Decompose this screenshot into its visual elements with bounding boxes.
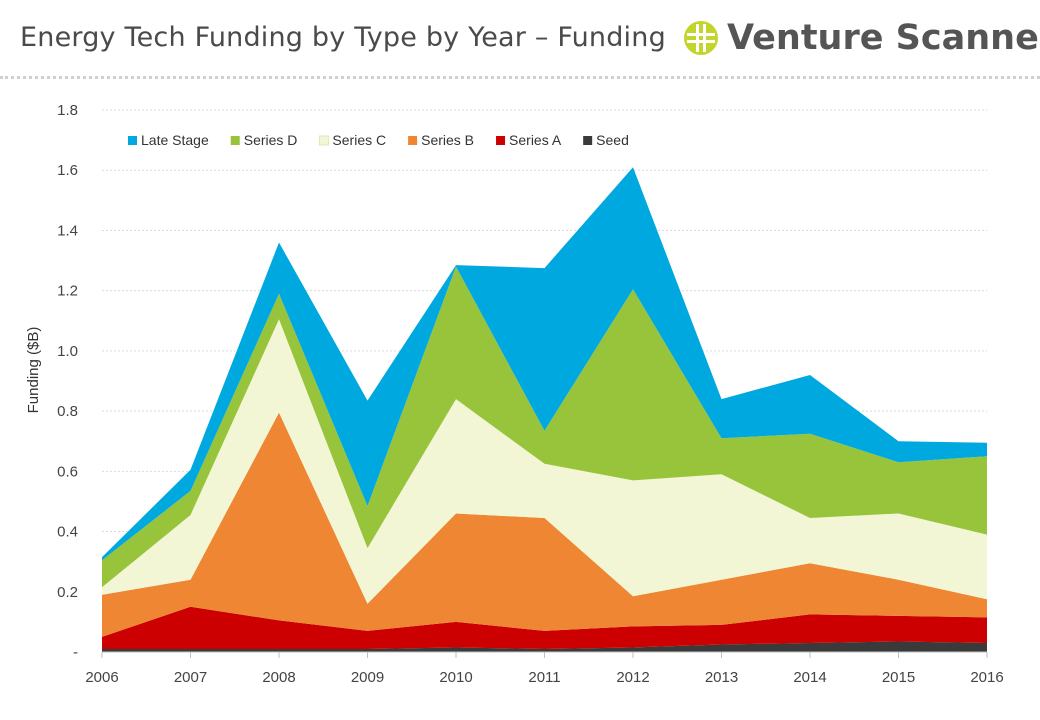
legend-label: Series A: [509, 132, 562, 148]
legend-swatch: [496, 136, 506, 145]
legend-swatch: [583, 136, 593, 145]
x-tick-label: 2015: [882, 669, 915, 686]
venture-scanner-logo-icon: [684, 21, 718, 55]
legend-label: Late Stage: [141, 132, 209, 148]
y-tick-label: -: [73, 644, 78, 661]
x-tick-label: 2012: [616, 669, 649, 686]
axes: - 0.2 0.4 0.6 0.8 1.0 1.2 1.4 1.6 1.8 2006 2007 2008…: [57, 102, 1004, 686]
legend-label: Series D: [244, 132, 298, 148]
stacked-area-chart: - 0.2 0.4 0.6 0.8 1.0 1.2 1.4 1.6 1.8 2006 2007 2008…: [25, 102, 1004, 686]
legend-item-seed: Seed: [583, 132, 629, 148]
y-tick-label: 0.2: [57, 584, 78, 601]
legend: Late Stage Series D Series C Series B Series…: [128, 132, 629, 148]
area-seed: [102, 641, 987, 652]
x-tick-label: 2010: [439, 669, 472, 686]
x-tick-label: 2007: [174, 669, 207, 686]
legend-swatch: [408, 136, 418, 145]
x-tick-label: 2016: [970, 669, 1003, 686]
chart-title: Energy Tech Funding by Type by Year – Fu…: [20, 22, 666, 53]
y-tick-label: 1.6: [57, 162, 78, 179]
area-series-c: [102, 319, 987, 604]
y-tick-label: 1.4: [57, 222, 78, 239]
legend-label: Series C: [332, 132, 386, 148]
x-tick-label: 2011: [528, 669, 560, 686]
x-tick-label: 2013: [705, 669, 738, 686]
brand-name: Venture Scanner: [727, 18, 1040, 58]
area-series-b: [102, 412, 987, 637]
y-tick-label: 1.8: [57, 102, 78, 119]
legend-label: Series B: [421, 132, 474, 148]
area-series-a: [102, 606, 987, 649]
area-series: [102, 167, 987, 652]
y-tick-label: 0.6: [57, 463, 78, 480]
y-tick-label: 1.0: [57, 343, 78, 360]
x-tick-label: 2009: [351, 669, 384, 686]
area-late-stage: [102, 167, 987, 561]
x-tick-label: 2014: [793, 669, 826, 686]
y-tick-label: 0.8: [57, 403, 78, 420]
legend-item-series-b: Series B: [408, 132, 474, 148]
y-tick-label: 0.4: [57, 524, 78, 541]
x-tick-label: 2008: [262, 669, 295, 686]
header: Energy Tech Funding by Type by Year – Fu…: [0, 0, 1040, 79]
legend-item-series-d: Series D: [230, 132, 298, 148]
legend-item-series-a: Series A: [496, 132, 562, 148]
legend-label: Seed: [596, 132, 629, 148]
y-axis-title: Funding ($B): [25, 327, 42, 414]
header-divider: [0, 76, 1040, 79]
legend-swatch: [128, 136, 137, 145]
y-tick-label: 1.2: [57, 283, 78, 300]
x-tick-label: 2006: [85, 669, 118, 686]
legend-swatch: [318, 135, 329, 146]
legend-item-series-c: Series C: [318, 132, 386, 148]
legend-swatch: [230, 136, 240, 145]
legend-item-late-stage: Late Stage: [128, 132, 209, 148]
